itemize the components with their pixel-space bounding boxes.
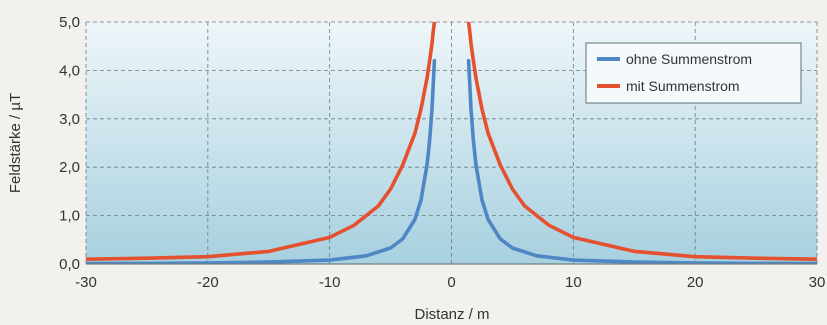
y-tick-labels: 0,0 1,0 2,0 3,0 4,0 5,0 xyxy=(59,14,80,273)
x-tick-label: 10 xyxy=(565,274,582,291)
x-tick-label: 20 xyxy=(687,274,704,291)
y-tick-label: 3,0 xyxy=(59,111,80,128)
series-layer xyxy=(86,22,817,264)
legend-label-ohne-summenstrom: ohne Summenstrom xyxy=(626,51,752,67)
x-tick-label: -30 xyxy=(75,274,97,291)
y-tick-label: 2,0 xyxy=(59,159,80,176)
series-line-mit-summenstrom-right xyxy=(466,22,817,261)
y-tick-label: 5,0 xyxy=(59,14,80,31)
y-axis-label: Feldstärke / µT xyxy=(7,93,24,193)
x-tick-label: -10 xyxy=(319,274,341,291)
legend-label-mit-summenstrom: mit Summenstrom xyxy=(626,78,740,94)
legend-box xyxy=(585,42,802,104)
series-line-mit-summenstrom-left xyxy=(86,22,437,261)
x-tick-label: 30 xyxy=(809,274,826,291)
x-tick-label: -20 xyxy=(197,274,219,291)
x-axis-label: Distanz / m xyxy=(414,306,489,323)
x-tick-label: 0 xyxy=(447,274,455,291)
grid xyxy=(85,21,818,264)
y-tick-label: 1,0 xyxy=(59,208,80,225)
x-tick-labels: -30 -20 -10 0 10 20 30 xyxy=(75,274,825,291)
legend: ohne Summenstrom mit Summenstrom xyxy=(585,42,802,104)
series-line-ohne-summenstrom-left xyxy=(86,58,437,264)
y-tick-label: 0,0 xyxy=(59,256,80,273)
series-line-ohne-summenstrom-right xyxy=(466,58,817,264)
y-tick-label: 4,0 xyxy=(59,62,80,79)
